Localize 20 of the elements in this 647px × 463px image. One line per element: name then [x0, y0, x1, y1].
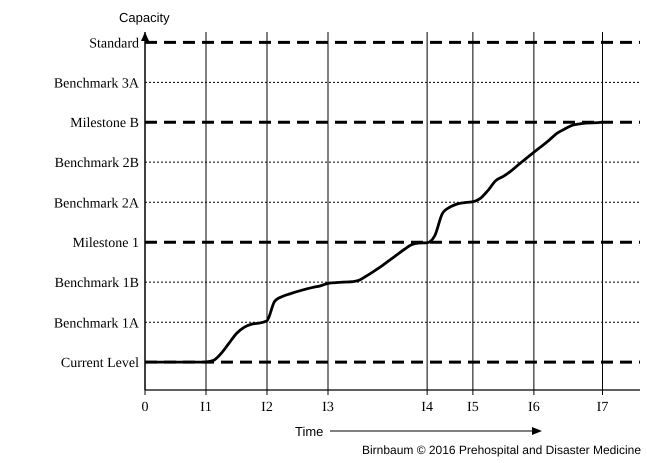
x-axis-title: Time: [295, 424, 324, 439]
x-tick-label: I5: [467, 400, 479, 415]
x-tick-label: I7: [596, 400, 608, 415]
ref-line-label: Current Level: [60, 356, 140, 372]
text: Capacity: [119, 10, 170, 25]
ref-line-label: Benchmark 2B: [54, 156, 139, 172]
ref-line-label: Benchmark 1B: [54, 276, 139, 292]
ref-line-label: Milestone B: [70, 116, 139, 132]
x-tick-label: I1: [200, 400, 212, 415]
x-tick-label: 0: [142, 400, 148, 415]
ref-line-label: Milestone 1: [72, 236, 139, 252]
ref-line-label: Benchmark 3A: [54, 76, 140, 92]
x-tick-label: I2: [261, 400, 273, 415]
x-tick-label: I4: [421, 400, 433, 415]
x-tick-label: I6: [528, 400, 540, 415]
ref-line-label: Standard: [89, 36, 139, 52]
x-tick-label: I3: [322, 400, 334, 415]
text: Birnbaum © 2016 Prehospital and Disaster Medicine: [362, 443, 642, 457]
ref-line-label: Benchmark 1A: [54, 316, 140, 332]
ref-line-label: Benchmark 2A: [54, 196, 140, 212]
